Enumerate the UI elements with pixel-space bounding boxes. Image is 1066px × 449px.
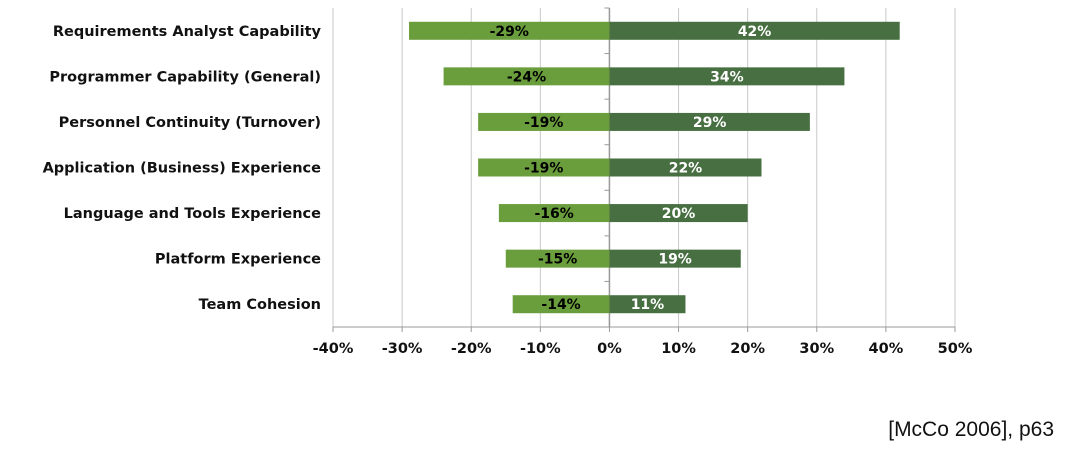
category-label: Programmer Capability (General) <box>49 69 321 85</box>
positive-bar <box>609 249 741 268</box>
data-label: -15% <box>538 252 577 268</box>
data-label: 19% <box>658 252 692 268</box>
negative-bar <box>505 249 610 268</box>
x-tick-label: 40% <box>869 341 904 357</box>
x-tick-label: 50% <box>938 341 973 357</box>
negative-bar <box>512 295 610 314</box>
x-tick-label: -20% <box>451 341 492 357</box>
category-label: Requirements Analyst Capability <box>53 24 322 40</box>
x-tick-label: -40% <box>313 341 354 357</box>
citation: [McCo 2006], p63 <box>888 418 1054 441</box>
x-tick-label: -30% <box>382 341 423 357</box>
x-tick-label: 20% <box>730 341 765 357</box>
negative-bar <box>478 158 610 177</box>
data-label: 20% <box>662 206 696 222</box>
data-label: 22% <box>669 161 703 177</box>
positive-bar <box>609 158 762 177</box>
positive-bar <box>609 295 686 314</box>
data-label: -29% <box>490 24 529 40</box>
data-label: 34% <box>710 69 744 85</box>
data-label: -16% <box>534 206 573 222</box>
category-label: Platform Experience <box>155 252 321 268</box>
data-label: 42% <box>738 24 772 40</box>
data-label: -19% <box>524 115 563 131</box>
category-label: Team Cohesion <box>199 297 321 313</box>
x-tick-label: 10% <box>661 341 696 357</box>
data-label: 29% <box>693 115 727 131</box>
positive-bar <box>609 67 845 86</box>
category-label: Personnel Continuity (Turnover) <box>59 115 321 131</box>
positive-bar <box>609 21 900 40</box>
negative-bar <box>443 67 610 86</box>
x-tick-label: -10% <box>520 341 561 357</box>
data-label: 11% <box>631 297 665 313</box>
negative-bar <box>409 21 610 40</box>
x-tick-label: 0% <box>597 341 622 357</box>
data-label: -19% <box>524 161 563 177</box>
category-label: Language and Tools Experience <box>64 206 322 222</box>
data-label: -24% <box>507 69 546 85</box>
category-label: Application (Business) Experience <box>43 161 322 177</box>
negative-bar <box>478 112 610 131</box>
positive-bar <box>609 204 748 223</box>
negative-bar <box>498 204 610 223</box>
x-tick-label: 30% <box>799 341 834 357</box>
data-label: -14% <box>541 297 580 313</box>
positive-bar <box>609 112 810 131</box>
